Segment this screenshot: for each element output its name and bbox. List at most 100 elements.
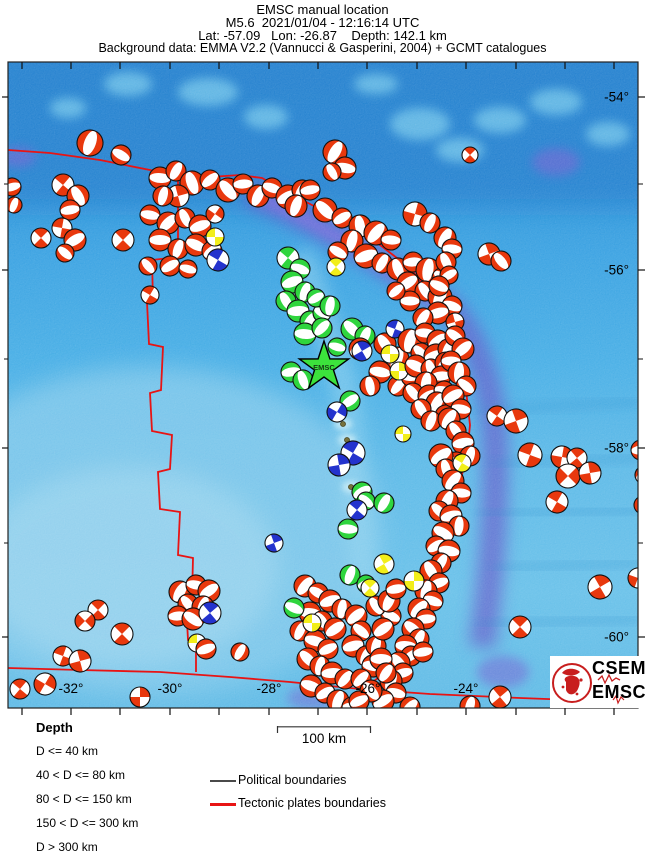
focal-mechanism-beachball [110, 622, 134, 646]
focal-mechanism-beachball [311, 317, 333, 339]
focal-mechanism-beachball [326, 257, 346, 277]
focal-mechanism-beachball [633, 495, 638, 515]
focal-mechanism-beachball [420, 410, 442, 432]
focal-mechanism-beachball [178, 259, 198, 279]
depth-legend-item: 40 < D <= 80 km [36, 768, 126, 782]
depth-legend-item: 80 < D <= 150 km [36, 792, 132, 806]
focal-mechanism-beachball [292, 369, 314, 391]
focal-mechanism-beachball [488, 685, 512, 708]
focal-mechanism-beachball [327, 453, 351, 477]
focal-mechanism-beachball [503, 408, 529, 434]
political-boundary-label: Political boundaries [238, 773, 347, 787]
focal-mechanism-beachball [33, 672, 57, 696]
focal-mechanism-beachball [129, 686, 151, 708]
focal-mechanism-beachball [312, 197, 338, 223]
header-coordinates-depth: Lat: -57.09 Lon: -26.87 Depth: 142.1 km [198, 28, 447, 43]
focal-mechanism-beachball [419, 212, 441, 234]
focal-mechanism-beachball [348, 690, 370, 708]
focal-mechanism-beachball [490, 250, 512, 272]
focal-mechanism-beachball [322, 162, 342, 182]
focal-mechanism-beachball [375, 662, 397, 684]
emsc-globe-icon [552, 663, 592, 703]
focal-mechanism-beachball [394, 425, 412, 443]
header-location-method: EMSC manual location [256, 2, 389, 17]
focal-mechanism-beachball [461, 146, 479, 164]
focal-mechanism-beachball [302, 613, 322, 633]
focal-mechanism-beachball [232, 173, 254, 195]
focal-mechanism-beachball [486, 405, 508, 427]
logo-word-csem: CSEM [592, 658, 645, 678]
focal-mechanism-beachball [59, 199, 81, 221]
focal-mechanism-beachball [373, 492, 395, 514]
focal-mechanism-beachball [198, 601, 222, 625]
focal-mechanism-beachball [359, 375, 381, 397]
lat-label: -56° [604, 263, 629, 278]
focal-mechanism-beachball [8, 177, 22, 197]
focal-mechanism-beachball [52, 645, 74, 667]
focal-mechanism-beachball [110, 144, 132, 166]
focal-mechanism-beachball [317, 638, 339, 660]
focal-mechanism-beachball [8, 196, 23, 214]
focal-mechanism-beachball [386, 281, 406, 301]
focal-mechanism-beachball [299, 179, 321, 201]
scalebar-label: 100 km [301, 731, 347, 746]
focal-mechanism-beachball [337, 518, 359, 540]
focal-mechanism-beachball [9, 678, 31, 700]
focal-mechanism-beachball [380, 344, 400, 364]
depth-legend-item: D > 300 km [36, 840, 98, 854]
lon-label: -30° [158, 681, 183, 696]
focal-mechanism-beachball [195, 638, 217, 660]
lat-label: -54° [604, 90, 629, 105]
scalebar [276, 726, 372, 733]
focal-mechanism-beachball [68, 649, 92, 673]
focal-mechanism-beachball [371, 617, 395, 641]
focal-mechanism-beachball [627, 567, 638, 589]
focal-mechanism-beachball [517, 442, 543, 468]
focal-mechanism-beachball [188, 214, 212, 238]
focal-mechanism-beachball [111, 228, 135, 252]
focal-mechanism-beachball [630, 439, 638, 461]
focal-mechanism-beachball [339, 564, 361, 586]
lon-label: -32° [59, 681, 84, 696]
focal-mechanism-beachball [283, 597, 305, 619]
political-boundary-swatch [210, 780, 236, 782]
focal-mechanism-beachball [428, 275, 450, 297]
tectonic-boundary-swatch [210, 803, 236, 806]
focal-mechanism-beachball [55, 243, 75, 263]
island-dot [340, 421, 346, 427]
focal-mechanism-beachball [399, 290, 421, 312]
focal-mechanism-beachball [380, 229, 402, 251]
focal-mechanism-beachball [230, 642, 250, 662]
epicenter-star: EMSC [297, 338, 351, 390]
focal-mechanism-beachball [545, 490, 569, 514]
focal-mechanism-beachball [319, 295, 341, 317]
logo-word-emsc: EMSC [592, 682, 645, 702]
lon-label: -26° [356, 681, 381, 696]
focal-mechanism-beachball [148, 228, 172, 252]
focal-mechanism-beachball [264, 533, 284, 553]
focal-mechanism-beachball [555, 463, 581, 489]
logo-seismogram-icon [597, 673, 625, 705]
focal-mechanism-beachball [76, 129, 104, 157]
seismicity-map: EMSC -54° -56° -58° -60° -32° -30° -28° -26° -24° [2, 61, 645, 715]
focal-mechanism-beachball [587, 574, 613, 600]
focal-mechanism-beachball [385, 578, 407, 600]
depth-legend-title: Depth [36, 720, 73, 735]
focal-mechanism-beachball [412, 641, 434, 663]
focal-mechanism-beachball [399, 696, 421, 708]
focal-mechanism-beachball [323, 617, 347, 641]
focal-mechanism-beachball [508, 615, 532, 639]
focal-mechanism-beachball [360, 578, 380, 598]
focal-mechanism-beachball [152, 185, 174, 207]
focal-mechanism-beachball [403, 570, 425, 592]
lon-label: -24° [454, 681, 479, 696]
focal-mechanism-beachball [373, 553, 395, 575]
focal-mechanism-beachball [326, 401, 348, 423]
focal-mechanism-beachball [334, 668, 356, 690]
map-image: EMSC -54° -56° -58° -60° -32° -30° -28° -26° -24° [2, 61, 645, 715]
focal-mechanism-beachball [284, 194, 308, 218]
focal-mechanism-beachball [327, 337, 347, 357]
focal-mechanism-beachball [327, 241, 349, 263]
lon-label: -28° [257, 681, 282, 696]
